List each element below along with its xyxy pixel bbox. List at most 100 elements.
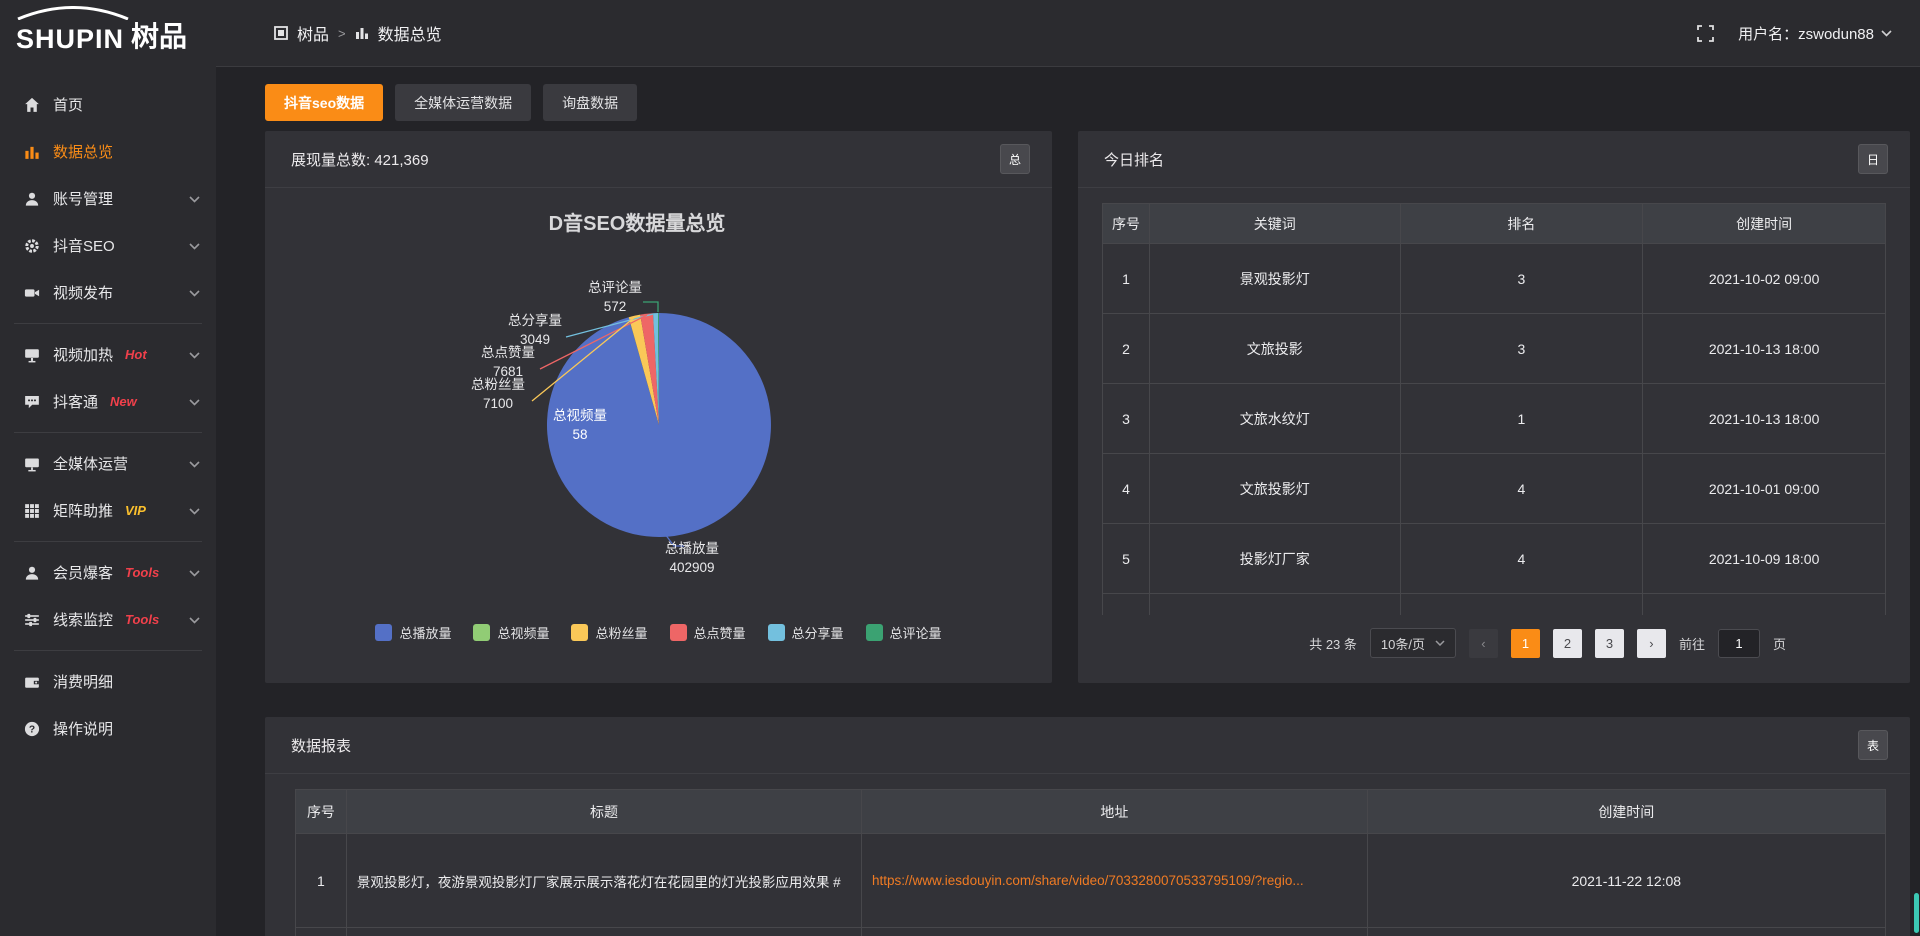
total-view-button[interactable]: 总 — [1000, 144, 1030, 174]
tab-douyin-seo-data[interactable]: 抖音seo数据 — [265, 84, 384, 121]
legend-item-总视频量[interactable]: 总视频量 — [473, 623, 549, 642]
breadcrumb-root[interactable]: 树品 — [297, 27, 330, 44]
overview-card-header: 展现量总数: 421,369 总 — [265, 131, 1052, 188]
ranking-card-header: 今日排名 日 — [1078, 131, 1910, 188]
sidebar-item-member-baoke[interactable]: 会员爆客 Tools — [0, 549, 216, 596]
pie-label-总视频量: 总视频量 58 — [553, 408, 607, 442]
sidebar-item-data-overview[interactable]: 数据总览 — [0, 128, 216, 175]
page-button-1[interactable]: 1 — [1510, 628, 1540, 658]
sidebar-item-matrix-boost[interactable]: 矩阵助推 VIP — [0, 487, 216, 534]
table-row-partial — [295, 927, 1886, 936]
legend-label: 总粉丝量 — [595, 626, 648, 641]
table-view-button[interactable]: 表 — [1858, 730, 1888, 760]
home-icon — [24, 97, 40, 113]
table-cell: 2021-10-01 09:00 — [1642, 453, 1886, 524]
page-size-select[interactable]: 10条/页 — [1369, 628, 1456, 658]
sidebar-item-label: 全媒体运营 — [53, 456, 129, 473]
sidebar-item-video-publish[interactable]: 视频发布 — [0, 269, 216, 316]
logo-text-en: SHUPIN — [16, 24, 125, 54]
column-header: 标题 — [345, 789, 863, 834]
pie-slice-总播放量[interactable] — [546, 313, 771, 537]
report-card-header: 数据报表 表 — [265, 717, 1910, 774]
sidebar-item-consume-detail[interactable]: 消费明细 — [0, 658, 216, 705]
sidebar-item-label: 操作说明 — [53, 721, 114, 738]
svg-text:?: ? — [29, 724, 35, 735]
top-cards-row: 展现量总数: 421,369 总 D音SEO数据量总览 总评论量 572 总分享量 30… — [265, 131, 1910, 683]
svg-text:402909: 402909 — [669, 560, 714, 575]
sidebar-item-account-management[interactable]: 账号管理 — [0, 175, 216, 222]
sidebar-item-home[interactable]: 首页 — [0, 81, 216, 128]
header-right: 用户名：zswodun88 — [1697, 23, 1892, 44]
legend-swatch — [473, 624, 491, 641]
video-link[interactable]: https://www.iesdouyin.com/share/video/70… — [872, 873, 1304, 888]
sidebar-item-clue-monitor[interactable]: 线索监控 Tools — [0, 596, 216, 643]
legend-label: 总视频量 — [497, 626, 550, 641]
table-row: 5 投影灯厂家 4 2021-10-09 18:00 — [1102, 523, 1886, 594]
sidebar-item-douyin-seo[interactable]: 抖音SEO — [0, 222, 216, 269]
report-title: 数据报表 — [291, 737, 352, 755]
member-icon — [24, 565, 40, 581]
legend-label: 总分享量 — [791, 626, 844, 641]
legend-item-总分享量[interactable]: 总分享量 — [767, 623, 844, 642]
pie-slice-总点赞量[interactable] — [640, 313, 659, 425]
table-cell: 1 — [1102, 243, 1150, 314]
breadcrumb: 树品 > 数据总览 — [274, 21, 442, 45]
pagination-total: 共 23 条 — [1309, 636, 1357, 652]
sidebar-item-video-heating[interactable]: 视频加热 Hot — [0, 331, 216, 378]
pie-label-总点赞量: 总点赞量 7681 — [481, 345, 535, 379]
top-header: 树品 > 数据总览 用户名：zswodun88 — [216, 0, 1920, 67]
fullscreen-icon[interactable] — [1697, 24, 1715, 42]
table-cell: 文旅投影 — [1148, 313, 1401, 384]
breadcrumb-root-icon — [274, 26, 288, 40]
next-page-button[interactable]: › — [1636, 628, 1666, 658]
table-cell: 文旅投影灯 — [1148, 453, 1401, 524]
goto-page-input[interactable] — [1717, 628, 1760, 658]
ranking-table-header-row: 序号 关键词 排名 创建时间 — [1102, 203, 1886, 244]
tab-inquiry-data[interactable]: 询盘数据 — [543, 84, 638, 121]
chart-title: D音SEO数据量总览 — [549, 211, 726, 235]
sidebar-item-label: 抖客通 — [53, 394, 99, 411]
legend-item-总粉丝量[interactable]: 总粉丝量 — [571, 623, 648, 642]
prev-page-button[interactable]: ‹ — [1468, 628, 1498, 658]
main-content: 抖音seo数据 全媒体运营数据 询盘数据 展现量总数: 421,369 总 D音SE… — [216, 0, 1920, 936]
bar-chart-icon — [24, 144, 40, 160]
page-button-3[interactable]: 3 — [1594, 628, 1624, 658]
table-cell: 景观投影灯 — [1148, 243, 1401, 314]
logo-text-cn: 树品 — [131, 21, 188, 52]
user-menu[interactable]: 用户名：zswodun88 — [1738, 23, 1892, 44]
report-table: 序号 标题 地址 创建时间 1 景观投影灯，夜游景观投影灯厂家展示展示落花灯在花园里的灯… — [295, 789, 1886, 936]
scrollbar-thumb[interactable] — [1914, 893, 1919, 933]
sidebar-item-badge: Hot — [125, 347, 147, 362]
tab-media-operation-data[interactable]: 全媒体运营数据 — [395, 84, 532, 121]
pie-slice-总评论量[interactable] — [658, 312, 659, 425]
sidebar-item-media-operation[interactable]: 全媒体运营 — [0, 440, 216, 487]
user-icon — [24, 191, 40, 207]
legend-item-总点赞量[interactable]: 总点赞量 — [669, 623, 746, 642]
sidebar-item-operation-guide[interactable]: ? 操作说明 — [0, 705, 216, 752]
goto-suffix: 页 — [1772, 636, 1786, 652]
report-table-wrap: 序号 标题 地址 创建时间 1 景观投影灯，夜游景观投影灯厂家展示展示落花灯在花园里的灯… — [295, 789, 1886, 936]
column-header: 序号 — [295, 789, 347, 834]
table-row: 1 景观投影灯 3 2021-10-02 09:00 — [1102, 243, 1886, 314]
page-button-2[interactable]: 2 — [1552, 628, 1582, 658]
pie-label-总播放量: 总播放量 402909 — [665, 541, 719, 575]
video-camera-icon — [24, 285, 40, 301]
svg-text:7100: 7100 — [483, 396, 513, 411]
table-cell: 5 — [1102, 523, 1150, 594]
sidebar-item-label: 消费明细 — [53, 674, 114, 691]
pie-slice-总粉丝量[interactable] — [628, 314, 659, 425]
sidebar-item-doukotong[interactable]: 抖客通 New — [0, 378, 216, 425]
sidebar-item-label: 矩阵助推 — [53, 503, 114, 520]
table-cell: 3 — [1399, 313, 1644, 384]
day-view-button[interactable]: 日 — [1858, 144, 1888, 174]
breadcrumb-separator: > — [338, 25, 346, 41]
legend-item-总评论量[interactable]: 总评论量 — [865, 623, 942, 642]
label-line-总分享量 — [565, 313, 654, 338]
pie-slice-总分享量[interactable] — [653, 313, 659, 425]
legend-item-总播放量[interactable]: 总播放量 — [375, 623, 451, 642]
table-cell: 2 — [1102, 313, 1150, 384]
report-time-cell: 2021-11-22 12:08 — [1366, 833, 1886, 928]
table-cell: 1 — [295, 833, 347, 928]
sidebar: SHUPIN 树品 首页 数据总览 账号管理 抖音SEO 视频发布视频加热 Hot 抖客通 N… — [0, 0, 216, 936]
